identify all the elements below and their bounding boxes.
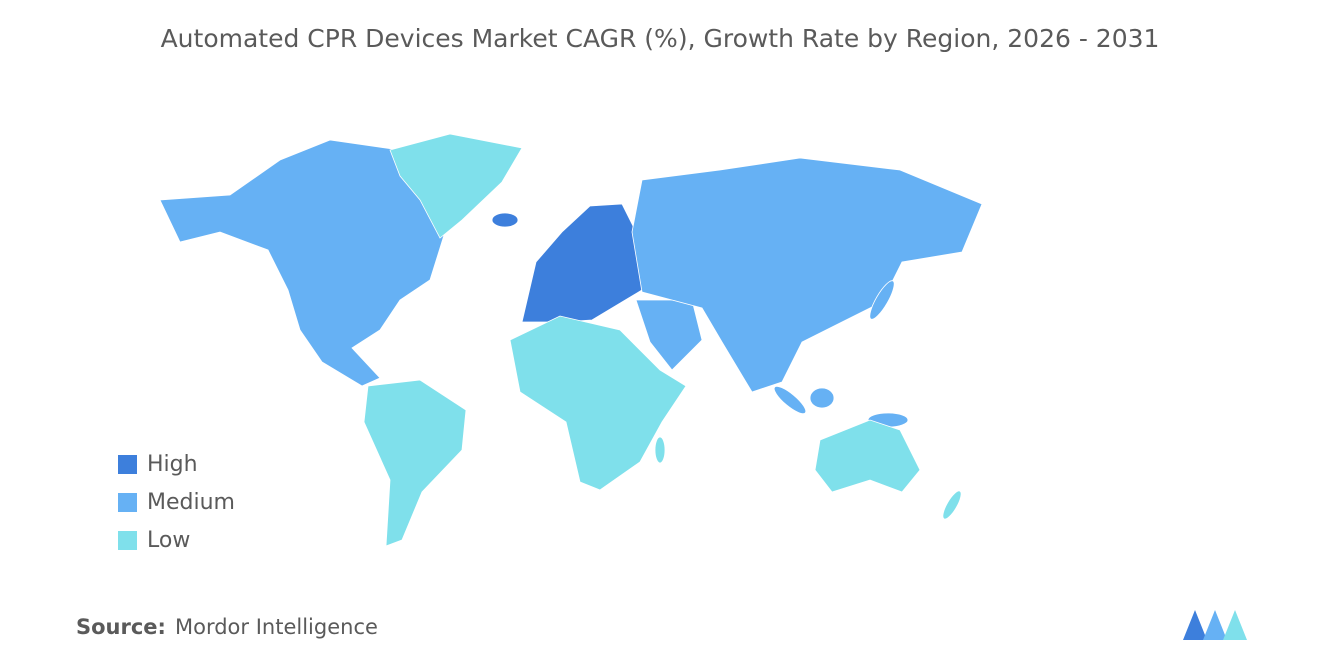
logo — [1183, 610, 1247, 640]
legend: High Medium Low — [118, 452, 235, 553]
madagascar — [654, 436, 666, 464]
legend-swatch — [118, 493, 137, 512]
title: Automated CPR Devices Market CAGR (%), G… — [161, 24, 1160, 53]
world-map — [159, 133, 983, 547]
iceland — [491, 212, 519, 228]
australia — [814, 419, 921, 493]
south-america — [363, 379, 467, 547]
new-zealand — [942, 490, 962, 520]
legend-swatch — [118, 455, 137, 474]
source-text: Mordor Intelligence — [175, 615, 378, 639]
north-america — [159, 139, 446, 387]
legend-label: Low — [147, 528, 190, 553]
legend-swatch — [118, 531, 137, 550]
africa — [509, 315, 687, 491]
europe — [521, 203, 643, 323]
japan — [869, 280, 895, 320]
greenland — [389, 133, 523, 239]
borneo — [809, 387, 835, 409]
source-label: Source: — [76, 615, 166, 639]
legend-label: Medium — [147, 490, 235, 515]
sumatra — [773, 385, 807, 415]
legend-label: High — [147, 452, 198, 477]
